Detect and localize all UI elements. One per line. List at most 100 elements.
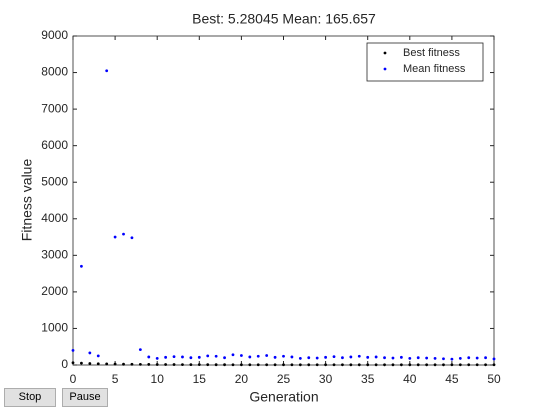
point (71, 348, 75, 352)
y-tick-label: 2000 (41, 284, 68, 298)
y-tick-label: 4000 (41, 211, 68, 225)
point (391, 363, 395, 367)
y-tick-label: 3000 (41, 248, 68, 262)
point (138, 362, 142, 366)
point (172, 355, 176, 358)
point (484, 363, 487, 367)
chart-title: Best: 5.28045 Mean: 165.657 (192, 11, 376, 27)
point (433, 357, 437, 360)
legend-label: Best fitness (403, 47, 460, 59)
point (256, 363, 260, 367)
point (408, 363, 412, 367)
point (366, 355, 370, 359)
point (113, 362, 117, 366)
point (273, 363, 277, 367)
point (315, 356, 319, 360)
legend-marker (383, 51, 387, 55)
point (130, 236, 134, 240)
point (450, 357, 454, 361)
point (130, 362, 134, 366)
point (349, 363, 353, 367)
point (88, 351, 92, 355)
point (248, 355, 252, 359)
point (105, 362, 109, 366)
point (181, 363, 184, 366)
point (105, 69, 109, 73)
point (240, 363, 243, 367)
point (383, 363, 386, 367)
y-tick-label: 1000 (41, 321, 68, 335)
point (391, 356, 395, 360)
point (71, 361, 75, 365)
y-tick-label: 7000 (41, 101, 68, 115)
point (88, 362, 92, 365)
point (147, 363, 151, 366)
point (374, 355, 378, 359)
y-tick-label: 0 (61, 357, 68, 371)
point (442, 357, 445, 361)
point (425, 363, 429, 367)
y-tick-label: 8000 (41, 65, 68, 79)
point (374, 363, 378, 367)
point (332, 363, 336, 367)
y-tick-label: 5000 (41, 174, 68, 188)
x-tick-label: 20 (235, 372, 249, 386)
point (467, 356, 471, 360)
point (265, 354, 269, 357)
point (307, 363, 311, 367)
legend-box (366, 42, 484, 82)
point (265, 363, 269, 367)
pause-button[interactable]: Pause (62, 388, 108, 407)
point (442, 363, 445, 367)
point (383, 356, 386, 360)
point (240, 354, 243, 357)
point (138, 348, 142, 352)
y-axis-label: Fitness value (19, 159, 35, 242)
point (214, 363, 218, 367)
point (214, 354, 218, 358)
point (147, 355, 151, 359)
point (206, 354, 210, 358)
point (433, 363, 437, 367)
point (416, 363, 420, 367)
point (155, 357, 159, 360)
point (80, 264, 83, 268)
point (155, 363, 159, 366)
x-axis-label: Generation (249, 389, 318, 405)
point (197, 355, 201, 359)
point (164, 355, 168, 359)
point (332, 355, 336, 358)
point (189, 356, 193, 360)
point (458, 357, 462, 360)
point (349, 355, 353, 359)
point (307, 356, 311, 360)
point (324, 363, 327, 367)
point (248, 363, 252, 367)
point (416, 356, 420, 360)
point (164, 363, 168, 366)
point (399, 363, 403, 367)
point (282, 354, 285, 358)
point (290, 363, 294, 367)
point (298, 357, 302, 360)
point (206, 363, 210, 367)
x-tick-label: 35 (361, 372, 375, 386)
point (122, 362, 125, 366)
stop-button[interactable]: Stop (4, 388, 56, 407)
legend-label: Mean fitness (403, 63, 466, 75)
point (96, 362, 100, 366)
point (324, 355, 327, 359)
x-tick-label: 10 (151, 372, 165, 386)
point (298, 363, 302, 367)
point (231, 353, 235, 357)
point (475, 356, 479, 360)
legend-marker (383, 67, 387, 71)
point (475, 363, 479, 367)
point (282, 363, 285, 367)
plot-area (72, 35, 495, 366)
point (357, 363, 361, 367)
point (366, 363, 370, 367)
point (341, 356, 344, 360)
point (96, 354, 100, 358)
